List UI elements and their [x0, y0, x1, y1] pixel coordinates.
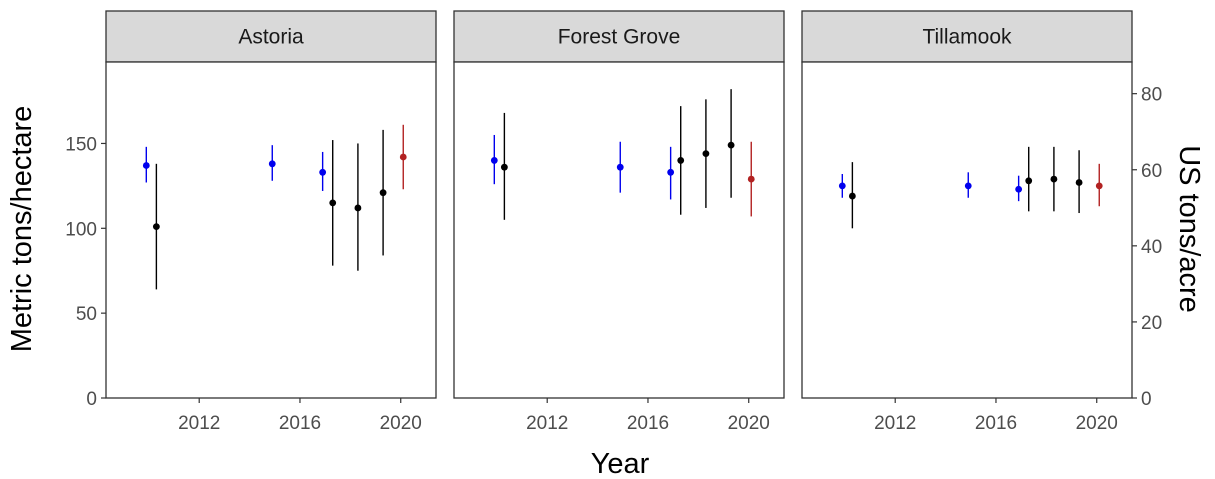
data-point [1025, 177, 1033, 185]
y2-tick-label: 40 [1141, 237, 1162, 258]
data-point [1075, 179, 1083, 186]
facet-strip-label: Astoria [238, 26, 304, 49]
data-point [399, 153, 407, 161]
data-point [268, 160, 276, 168]
data-point [848, 192, 856, 200]
y2-tick-label: 80 [1141, 85, 1162, 106]
x-tick-label: 2012 [874, 413, 916, 434]
facet-strip [105, 10, 437, 63]
x-tick-label: 2020 [728, 413, 770, 434]
x-tick-label: 2016 [279, 413, 321, 434]
data-point [490, 157, 498, 164]
x-tick-label: 2020 [1076, 413, 1118, 434]
panel-frame [801, 61, 1133, 399]
data-point [379, 189, 387, 197]
x-tick-label: 2016 [627, 413, 669, 434]
x-tick-label: 2016 [975, 413, 1017, 434]
right-y-axis: 0 20 40 60 80 [1132, 85, 1162, 410]
facet-strip [801, 10, 1133, 63]
data-point [616, 163, 624, 171]
left-y-axis: 0 50 100 150 [65, 134, 106, 410]
x-tick-label: 2012 [178, 413, 220, 434]
x-tick-label: 2020 [380, 413, 422, 434]
data-point [500, 163, 508, 171]
panel-frame [105, 61, 437, 399]
data-point [838, 182, 846, 190]
y-tick-label: 0 [86, 389, 97, 410]
data-point [667, 168, 675, 176]
data-point [152, 223, 160, 231]
panel-frame [453, 61, 785, 399]
data-point [1095, 182, 1103, 190]
y2-tick-label: 20 [1141, 313, 1162, 334]
facet-strip [453, 10, 785, 63]
y-tick-label: 150 [65, 134, 97, 155]
data-point [702, 150, 710, 158]
y-tick-label: 50 [76, 304, 97, 325]
data-point [677, 157, 685, 164]
data-point [747, 175, 755, 183]
y2-tick-label: 60 [1141, 161, 1162, 182]
y2-tick-label: 0 [1141, 389, 1152, 410]
y-axis-title-secondary: US tons/acre [1173, 145, 1205, 313]
panel-astoria: Astoria 2012 2016 2020 [105, 10, 437, 434]
data-point [354, 204, 362, 212]
y-tick-label: 100 [65, 219, 97, 240]
panels-layer: Astoria 2012 2016 2020 Forest Grove 2012 2016 2… [105, 10, 1133, 434]
data-point [1050, 175, 1058, 183]
data-point [964, 182, 972, 190]
y-axis-title: Metric tons/hectare [6, 106, 38, 353]
x-tick-label: 2012 [526, 413, 568, 434]
data-point [329, 199, 337, 207]
facet-strip-label: Forest Grove [558, 26, 681, 49]
data-point [142, 162, 150, 169]
x-axis-title: Year [591, 448, 650, 479]
data-point [319, 168, 327, 176]
panel-tillamook: Tillamook 2012 2016 2020 [801, 10, 1133, 434]
panel-forest-grove: Forest Grove 2012 2016 2020 [453, 10, 785, 434]
facet-strip-label: Tillamook [922, 26, 1012, 49]
data-point [727, 141, 735, 149]
data-point [1015, 185, 1023, 193]
